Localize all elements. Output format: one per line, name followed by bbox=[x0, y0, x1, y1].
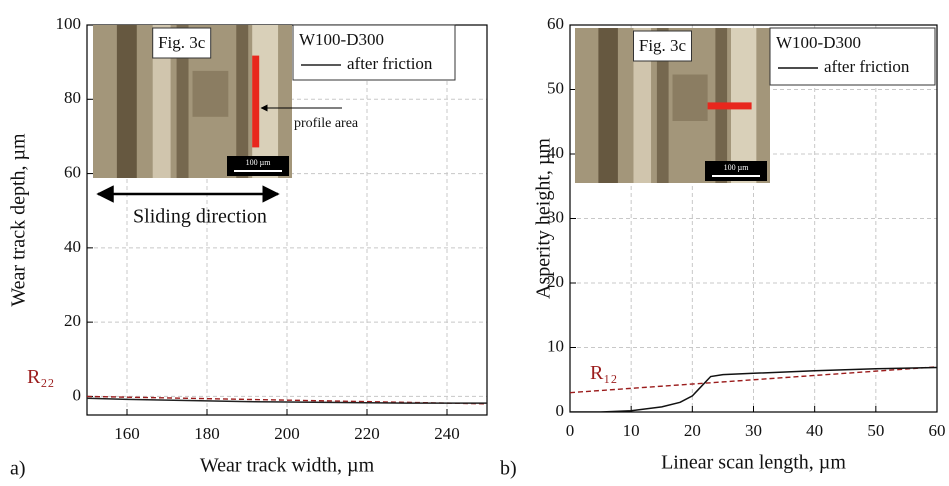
panel-label: b) bbox=[500, 458, 517, 480]
photo-stripe bbox=[176, 25, 189, 178]
photo-stripe bbox=[598, 28, 618, 183]
panel-label: a) bbox=[10, 458, 26, 480]
legend-title: W100-D300 bbox=[299, 30, 384, 49]
y-tick-label: 60 bbox=[547, 14, 564, 33]
x-tick-label: 10 bbox=[623, 421, 640, 440]
x-axis-label: Linear scan length, µm bbox=[661, 452, 846, 474]
legend-label: after friction bbox=[347, 54, 433, 73]
y-tick-label: 0 bbox=[73, 385, 82, 404]
fig-box bbox=[633, 30, 692, 62]
profile-marker bbox=[252, 55, 260, 148]
line-series bbox=[570, 366, 937, 412]
x-tick-label: 30 bbox=[745, 421, 762, 440]
x-tick-label: 220 bbox=[354, 424, 380, 443]
x-tick-label: 160 bbox=[114, 424, 140, 443]
trend-line bbox=[87, 395, 487, 405]
photo-stripe bbox=[633, 28, 652, 183]
y-tick-label: 20 bbox=[547, 272, 564, 291]
photo-spot bbox=[672, 74, 708, 121]
photo-stripe bbox=[236, 25, 249, 178]
scale-label: 100 µm bbox=[724, 163, 750, 172]
x-tick-label: 0 bbox=[566, 421, 575, 440]
y-tick-label: 0 bbox=[556, 401, 565, 420]
y-tick-label: 80 bbox=[64, 88, 81, 107]
line-series bbox=[87, 397, 487, 404]
y-tick-label: 40 bbox=[547, 143, 564, 162]
x-tick-label: 40 bbox=[806, 421, 823, 440]
legend-title: W100-D300 bbox=[776, 33, 861, 52]
x-axis-label: Wear track width, µm bbox=[200, 455, 375, 477]
y-tick-label: 30 bbox=[547, 207, 564, 226]
y-tick-label: 40 bbox=[64, 237, 81, 256]
legend-label: after friction bbox=[824, 57, 910, 76]
plot-frame bbox=[569, 24, 938, 413]
fig-label: Fig. 3c bbox=[158, 33, 206, 52]
x-tick-label: 180 bbox=[194, 424, 220, 443]
photo-spot bbox=[192, 70, 229, 117]
x-tick-label: 240 bbox=[434, 424, 460, 443]
legend-box bbox=[769, 27, 936, 86]
trend-label: R₁₂ bbox=[590, 362, 617, 384]
photo-stripe bbox=[152, 25, 171, 178]
trend-label: R₂₂ bbox=[27, 366, 54, 388]
x-tick-label: 60 bbox=[929, 421, 946, 440]
y-axis-label: Wear track depth, µm bbox=[8, 133, 30, 307]
scale-label: 100 µm bbox=[246, 158, 272, 167]
y-tick-label: 50 bbox=[547, 78, 564, 97]
x-tick-label: 20 bbox=[684, 421, 701, 440]
pointer-label: profile area bbox=[294, 116, 359, 131]
photo-stripe bbox=[116, 25, 137, 178]
y-axis-label: Asperity height, µm bbox=[533, 138, 555, 299]
fig-label: Fig. 3c bbox=[639, 36, 687, 55]
y-tick-label: 10 bbox=[547, 336, 564, 355]
x-tick-label: 50 bbox=[867, 421, 884, 440]
y-tick-label: 20 bbox=[64, 311, 81, 330]
profile-marker bbox=[707, 102, 752, 110]
trend-line bbox=[570, 366, 937, 394]
x-tick-label: 200 bbox=[274, 424, 300, 443]
legend-box bbox=[292, 24, 456, 81]
fig-box bbox=[152, 27, 212, 59]
y-tick-label: 100 bbox=[56, 14, 82, 33]
photo-stripe bbox=[656, 28, 669, 183]
direction-label: Sliding direction bbox=[133, 206, 267, 228]
y-tick-label: 60 bbox=[64, 162, 81, 181]
